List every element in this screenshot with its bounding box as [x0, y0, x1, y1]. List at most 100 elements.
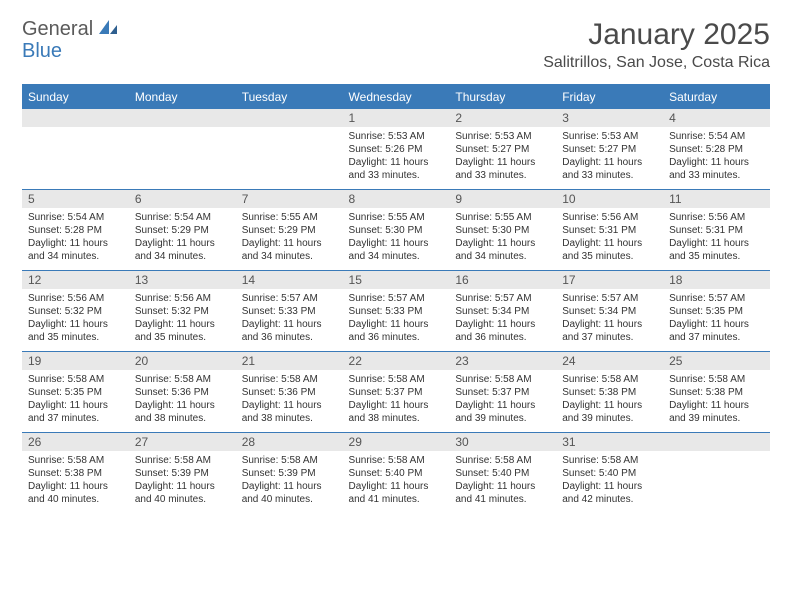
day-number: 12 [22, 271, 129, 289]
day-number: 16 [449, 271, 556, 289]
day-number [236, 109, 343, 127]
day-number: 9 [449, 190, 556, 208]
day-number: 17 [556, 271, 663, 289]
day-content: Sunrise: 5:57 AMSunset: 5:35 PMDaylight:… [663, 289, 770, 347]
day-number: 31 [556, 433, 663, 451]
day-number [129, 109, 236, 127]
day-number: 6 [129, 190, 236, 208]
day-content: Sunrise: 5:58 AMSunset: 5:37 PMDaylight:… [449, 370, 556, 428]
day-number: 19 [22, 352, 129, 370]
calendar-cell: 3Sunrise: 5:53 AMSunset: 5:27 PMDaylight… [556, 109, 663, 190]
calendar-cell: 28Sunrise: 5:58 AMSunset: 5:39 PMDayligh… [236, 433, 343, 514]
day-number: 25 [663, 352, 770, 370]
day-content: Sunrise: 5:58 AMSunset: 5:40 PMDaylight:… [343, 451, 450, 509]
calendar-cell: 16Sunrise: 5:57 AMSunset: 5:34 PMDayligh… [449, 271, 556, 352]
calendar-week-row: 5Sunrise: 5:54 AMSunset: 5:28 PMDaylight… [22, 190, 770, 271]
logo-text-general: General [22, 18, 93, 41]
calendar-cell [236, 109, 343, 190]
calendar-cell: 10Sunrise: 5:56 AMSunset: 5:31 PMDayligh… [556, 190, 663, 271]
calendar-cell: 1Sunrise: 5:53 AMSunset: 5:26 PMDaylight… [343, 109, 450, 190]
calendar-cell: 26Sunrise: 5:58 AMSunset: 5:38 PMDayligh… [22, 433, 129, 514]
day-number: 21 [236, 352, 343, 370]
day-content: Sunrise: 5:58 AMSunset: 5:38 PMDaylight:… [22, 451, 129, 509]
day-number: 24 [556, 352, 663, 370]
calendar-cell [663, 433, 770, 514]
calendar-week-row: 26Sunrise: 5:58 AMSunset: 5:38 PMDayligh… [22, 433, 770, 514]
day-number: 4 [663, 109, 770, 127]
day-content: Sunrise: 5:56 AMSunset: 5:31 PMDaylight:… [663, 208, 770, 266]
calendar-cell: 6Sunrise: 5:54 AMSunset: 5:29 PMDaylight… [129, 190, 236, 271]
calendar-cell: 21Sunrise: 5:58 AMSunset: 5:36 PMDayligh… [236, 352, 343, 433]
calendar-cell: 9Sunrise: 5:55 AMSunset: 5:30 PMDaylight… [449, 190, 556, 271]
calendar-cell: 30Sunrise: 5:58 AMSunset: 5:40 PMDayligh… [449, 433, 556, 514]
logo-text-blue: Blue [22, 40, 62, 62]
day-content: Sunrise: 5:58 AMSunset: 5:38 PMDaylight:… [556, 370, 663, 428]
day-content: Sunrise: 5:58 AMSunset: 5:35 PMDaylight:… [22, 370, 129, 428]
day-number [663, 433, 770, 451]
calendar-cell: 22Sunrise: 5:58 AMSunset: 5:37 PMDayligh… [343, 352, 450, 433]
day-content: Sunrise: 5:58 AMSunset: 5:36 PMDaylight:… [129, 370, 236, 428]
calendar-cell: 27Sunrise: 5:58 AMSunset: 5:39 PMDayligh… [129, 433, 236, 514]
day-content: Sunrise: 5:57 AMSunset: 5:34 PMDaylight:… [556, 289, 663, 347]
day-number: 29 [343, 433, 450, 451]
day-number: 1 [343, 109, 450, 127]
calendar-cell [129, 109, 236, 190]
calendar-cell: 12Sunrise: 5:56 AMSunset: 5:32 PMDayligh… [22, 271, 129, 352]
day-number: 20 [129, 352, 236, 370]
day-number: 14 [236, 271, 343, 289]
header: General January 2025 Salitrillos, San Jo… [22, 18, 770, 72]
calendar-cell: 15Sunrise: 5:57 AMSunset: 5:33 PMDayligh… [343, 271, 450, 352]
day-number: 10 [556, 190, 663, 208]
calendar-week-row: 19Sunrise: 5:58 AMSunset: 5:35 PMDayligh… [22, 352, 770, 433]
day-number: 13 [129, 271, 236, 289]
calendar-cell: 7Sunrise: 5:55 AMSunset: 5:29 PMDaylight… [236, 190, 343, 271]
calendar-cell: 11Sunrise: 5:56 AMSunset: 5:31 PMDayligh… [663, 190, 770, 271]
day-number: 3 [556, 109, 663, 127]
day-header: Tuesday [236, 85, 343, 109]
day-content: Sunrise: 5:56 AMSunset: 5:32 PMDaylight:… [129, 289, 236, 347]
day-number [22, 109, 129, 127]
day-content: Sunrise: 5:53 AMSunset: 5:26 PMDaylight:… [343, 127, 450, 185]
calendar-cell: 2Sunrise: 5:53 AMSunset: 5:27 PMDaylight… [449, 109, 556, 190]
calendar-cell: 25Sunrise: 5:58 AMSunset: 5:38 PMDayligh… [663, 352, 770, 433]
day-header: Wednesday [343, 85, 450, 109]
day-content: Sunrise: 5:55 AMSunset: 5:29 PMDaylight:… [236, 208, 343, 266]
day-content: Sunrise: 5:54 AMSunset: 5:28 PMDaylight:… [663, 127, 770, 185]
calendar-cell: 18Sunrise: 5:57 AMSunset: 5:35 PMDayligh… [663, 271, 770, 352]
calendar-cell: 29Sunrise: 5:58 AMSunset: 5:40 PMDayligh… [343, 433, 450, 514]
day-content: Sunrise: 5:55 AMSunset: 5:30 PMDaylight:… [449, 208, 556, 266]
day-number: 18 [663, 271, 770, 289]
month-title: January 2025 [543, 18, 770, 52]
calendar-cell: 13Sunrise: 5:56 AMSunset: 5:32 PMDayligh… [129, 271, 236, 352]
day-number: 8 [343, 190, 450, 208]
day-content: Sunrise: 5:56 AMSunset: 5:32 PMDaylight:… [22, 289, 129, 347]
calendar-cell: 20Sunrise: 5:58 AMSunset: 5:36 PMDayligh… [129, 352, 236, 433]
day-number: 2 [449, 109, 556, 127]
calendar-cell: 5Sunrise: 5:54 AMSunset: 5:28 PMDaylight… [22, 190, 129, 271]
day-content: Sunrise: 5:55 AMSunset: 5:30 PMDaylight:… [343, 208, 450, 266]
day-content: Sunrise: 5:57 AMSunset: 5:33 PMDaylight:… [343, 289, 450, 347]
logo: General [22, 18, 121, 41]
day-content: Sunrise: 5:57 AMSunset: 5:34 PMDaylight:… [449, 289, 556, 347]
title-block: January 2025 Salitrillos, San Jose, Cost… [543, 18, 770, 72]
day-content: Sunrise: 5:58 AMSunset: 5:40 PMDaylight:… [449, 451, 556, 509]
day-content: Sunrise: 5:57 AMSunset: 5:33 PMDaylight:… [236, 289, 343, 347]
day-content: Sunrise: 5:53 AMSunset: 5:27 PMDaylight:… [449, 127, 556, 185]
day-header: Friday [556, 85, 663, 109]
day-number: 26 [22, 433, 129, 451]
calendar-table: SundayMondayTuesdayWednesdayThursdayFrid… [22, 84, 770, 514]
calendar-header-row: SundayMondayTuesdayWednesdayThursdayFrid… [22, 85, 770, 109]
day-content: Sunrise: 5:54 AMSunset: 5:28 PMDaylight:… [22, 208, 129, 266]
day-number: 30 [449, 433, 556, 451]
calendar-cell: 24Sunrise: 5:58 AMSunset: 5:38 PMDayligh… [556, 352, 663, 433]
calendar-cell: 23Sunrise: 5:58 AMSunset: 5:37 PMDayligh… [449, 352, 556, 433]
calendar-week-row: 1Sunrise: 5:53 AMSunset: 5:26 PMDaylight… [22, 109, 770, 190]
day-content: Sunrise: 5:58 AMSunset: 5:38 PMDaylight:… [663, 370, 770, 428]
day-content: Sunrise: 5:58 AMSunset: 5:37 PMDaylight:… [343, 370, 450, 428]
calendar-cell: 4Sunrise: 5:54 AMSunset: 5:28 PMDaylight… [663, 109, 770, 190]
logo-sail-icon [97, 18, 119, 41]
day-content: Sunrise: 5:58 AMSunset: 5:40 PMDaylight:… [556, 451, 663, 509]
calendar-cell: 14Sunrise: 5:57 AMSunset: 5:33 PMDayligh… [236, 271, 343, 352]
day-content: Sunrise: 5:58 AMSunset: 5:39 PMDaylight:… [129, 451, 236, 509]
calendar-body: 1Sunrise: 5:53 AMSunset: 5:26 PMDaylight… [22, 109, 770, 514]
